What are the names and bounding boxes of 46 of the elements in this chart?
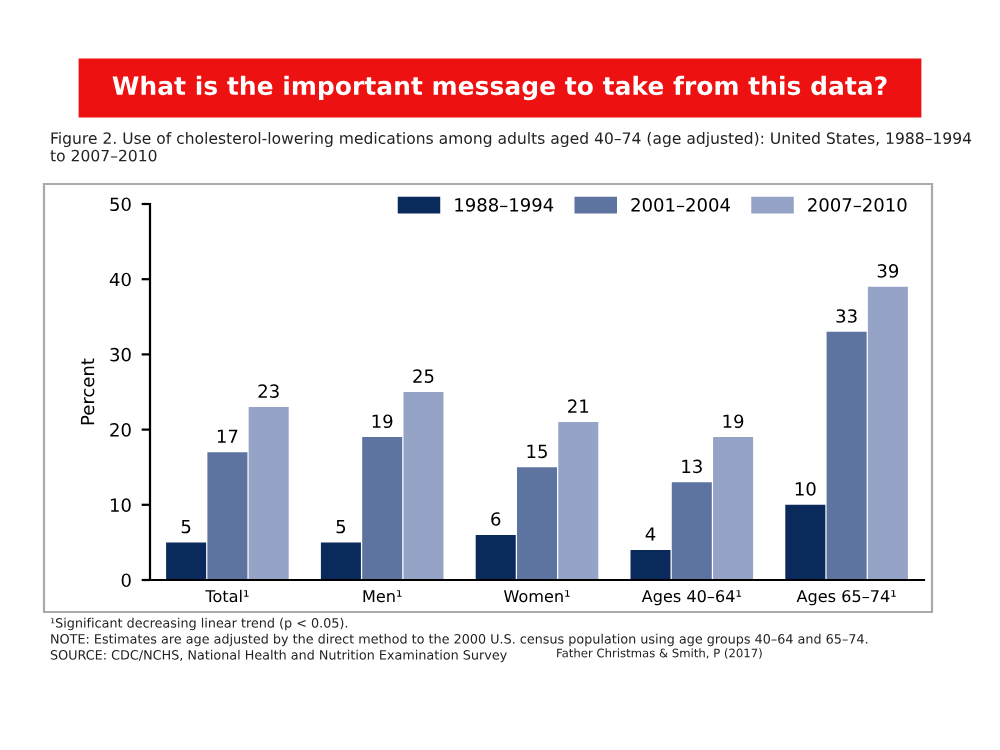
data-label: 21	[568, 399, 589, 413]
y-tick-label: 40	[109, 272, 131, 287]
legend-label: 1988–1994	[455, 198, 554, 212]
bar	[475, 534, 516, 580]
bar	[403, 392, 444, 580]
data-label: 5	[181, 519, 191, 534]
legend-label: 2007–2010	[808, 198, 907, 212]
x-tick-label: Ages 40–64¹	[641, 590, 742, 606]
bar	[207, 452, 248, 580]
x-tick-label: Ages 65–74¹	[796, 590, 896, 606]
bar	[630, 549, 671, 580]
data-label: 13	[682, 459, 702, 474]
bar	[320, 542, 361, 580]
data-label: 23	[258, 384, 279, 398]
y-tick-label: 30	[110, 347, 131, 362]
data-label: 19	[723, 414, 744, 429]
bar	[671, 482, 712, 580]
data-label: 19	[372, 414, 393, 429]
bar	[362, 437, 403, 580]
data-label: 6	[491, 512, 501, 526]
data-label: 33	[836, 309, 857, 323]
x-tick-label: Women¹	[503, 590, 570, 603]
data-label: 15	[527, 444, 547, 459]
y-tick-label: 50	[110, 197, 131, 212]
y-tick-label: 10	[110, 498, 131, 512]
bar	[166, 542, 207, 580]
y-tick-label: 20	[110, 423, 131, 437]
data-label: 25	[413, 369, 434, 383]
legend-label: 2001–2004	[631, 198, 730, 212]
bar	[785, 504, 826, 580]
data-label: 17	[217, 429, 238, 443]
data-label: 4	[645, 527, 656, 541]
bar	[558, 422, 599, 580]
bar	[826, 331, 867, 580]
data-label: 5	[336, 519, 346, 534]
bar	[867, 286, 908, 580]
y-axis-title: Percent	[80, 358, 95, 425]
bar	[516, 467, 558, 580]
x-tick-label: Total¹	[205, 589, 249, 603]
chart-title: What is the important message to take from this data?	[112, 75, 887, 101]
y-tick-label: 0	[121, 573, 131, 588]
bar	[713, 437, 754, 580]
data-label: 10	[795, 482, 816, 496]
bar	[248, 407, 289, 580]
data-label: 39	[877, 264, 899, 278]
x-tick-label: Men¹	[363, 590, 402, 603]
